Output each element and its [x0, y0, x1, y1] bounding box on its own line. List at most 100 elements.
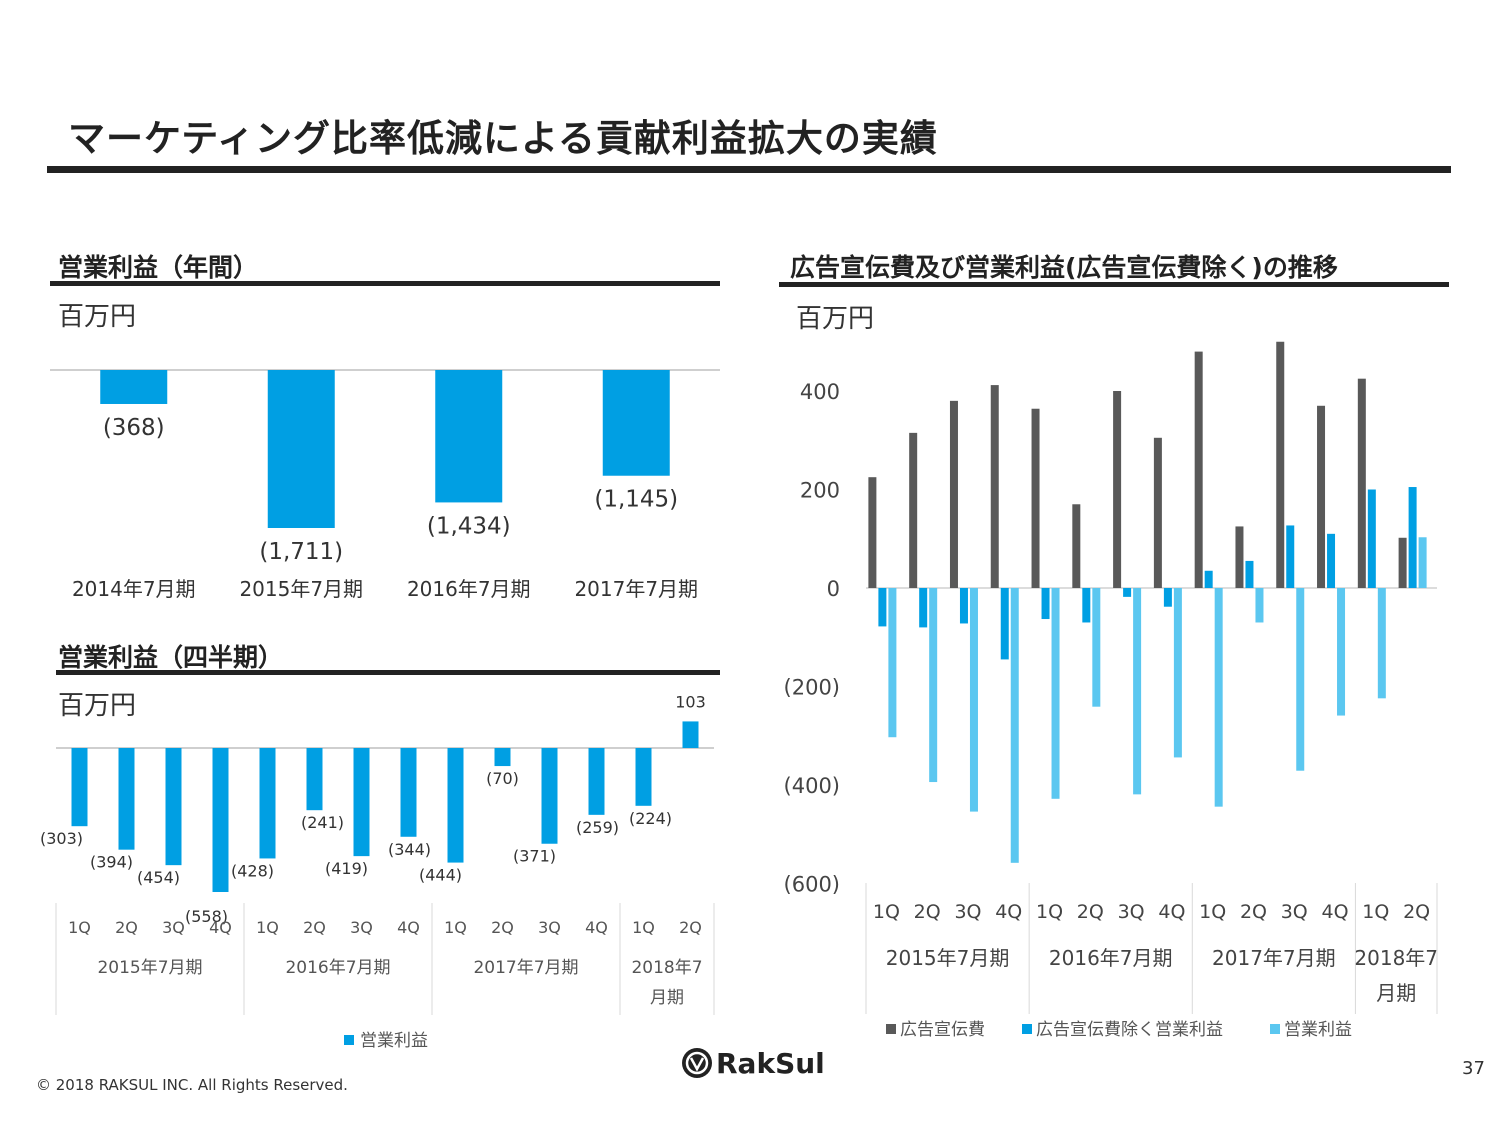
quarterly-quarter-label: 1Q: [256, 918, 279, 937]
quarterly-quarter-label: 2Q: [491, 918, 514, 937]
ad-bar: [1418, 537, 1427, 588]
ad-quarter-label: 1Q: [1362, 901, 1389, 923]
ad-legend-swatch: [1022, 1024, 1032, 1034]
ad-y-tick-label: 400: [800, 380, 840, 404]
annual-category-label: 2017年7月期: [574, 577, 698, 601]
annual-category-label: 2014年7月期: [72, 577, 196, 601]
annual-bar: [602, 370, 670, 476]
annual-chart-title: 営業利益（年間）: [58, 253, 259, 282]
ad-legend-label: 営業利益: [1284, 1020, 1352, 1040]
quarterly-bar: [400, 748, 417, 837]
ad-quarter-label: 2Q: [1240, 901, 1267, 923]
ad-bar: [1286, 525, 1295, 588]
ad-bar: [1092, 588, 1101, 707]
quarterly-quarter-label: 3Q: [350, 918, 373, 937]
ad-bar: [1153, 437, 1162, 588]
quarterly-quarter-label: 1Q: [632, 918, 655, 937]
quarterly-quarter-label: 4Q: [397, 918, 420, 937]
ad-y-tick-label: 200: [800, 479, 840, 503]
quarterly-bar: [682, 721, 699, 748]
annual-chart-rule: [50, 281, 720, 286]
quarterly-bar: [118, 748, 135, 850]
annual-chart-unit: 百万円: [58, 302, 137, 332]
quarterly-quarter-label: 4Q: [209, 918, 232, 937]
ad-y-tick-label: (600): [784, 873, 840, 897]
ad-bar: [1051, 588, 1060, 799]
quarterly-data-label: (371): [513, 847, 556, 866]
ad-quarter-label: 3Q: [1118, 901, 1145, 923]
quarterly-bar: [353, 748, 370, 857]
ad-quarter-label: 4Q: [995, 901, 1022, 923]
annual-bar: [435, 370, 503, 503]
quarterly-data-label: (558): [185, 907, 228, 926]
ad-chart-rule: [779, 282, 1449, 287]
quarterly-data-label: (454): [137, 868, 180, 887]
ad-bar: [1204, 570, 1213, 588]
ad-quarter-label: 1Q: [1036, 901, 1063, 923]
ad-group-label: 2015年7月期: [886, 946, 1010, 970]
quarterly-data-label: (344): [388, 840, 431, 859]
ad-quarter-label: 1Q: [873, 901, 900, 923]
quarterly-quarter-label: 2Q: [115, 918, 138, 937]
ad-bar: [1235, 526, 1244, 588]
ad-bar: [949, 400, 958, 588]
quarterly-quarter-label: 3Q: [538, 918, 561, 937]
quarterly-bar: [494, 748, 511, 767]
ad-bar: [909, 432, 918, 588]
quarterly-group-label: 2015年7月期: [97, 958, 202, 978]
ad-quarter-label: 1Q: [1199, 901, 1226, 923]
ad-chart-title: 広告宣伝費及び営業利益(広告宣伝費除く)の推移: [790, 253, 1338, 282]
ad-bar: [1194, 351, 1203, 588]
ad-bar: [929, 588, 938, 783]
ad-bar: [888, 588, 897, 738]
quarterly-bar: [447, 748, 464, 863]
quarterly-data-label: (419): [325, 859, 368, 878]
ad-bar: [1000, 588, 1009, 660]
quarterly-data-label: 103: [675, 692, 706, 711]
quarterly-bar: [259, 748, 276, 859]
ad-bar: [1276, 341, 1285, 588]
title-rule: [47, 166, 1451, 173]
ad-bar: [1377, 588, 1386, 699]
quarterly-data-label: (394): [90, 853, 133, 872]
ad-y-tick-label: (400): [784, 774, 840, 798]
quarterly-quarter-label: 1Q: [68, 918, 91, 937]
ad-legend-label: 広告宣伝費除く営業利益: [1036, 1020, 1223, 1040]
ad-group-label: 2017年7月期: [1212, 946, 1336, 970]
ad-bar: [1082, 588, 1091, 623]
quarterly-chart-unit: 百万円: [58, 691, 137, 721]
ad-bar: [1327, 533, 1336, 588]
annual-data-label: (1,434): [427, 513, 511, 539]
ad-bar: [1123, 588, 1132, 597]
annual-bar: [267, 370, 335, 528]
quarterly-bar: [165, 748, 182, 866]
quarterly-chart-rule: [56, 670, 720, 675]
quarterly-bar: [212, 748, 229, 892]
quarterly-quarter-label: 2Q: [303, 918, 326, 937]
ad-bar: [1010, 588, 1019, 863]
ad-bar: [1072, 504, 1081, 588]
ad-group-label: 2018年7 月期: [1354, 946, 1438, 1005]
ad-bar: [1317, 405, 1326, 588]
quarterly-data-label: (241): [301, 813, 344, 832]
raksul-logo-text: RakSul: [716, 1047, 825, 1080]
ad-bar: [1357, 378, 1366, 588]
ad-bar: [1398, 537, 1407, 588]
ad-bar: [1113, 391, 1122, 588]
ad-bar: [1408, 487, 1417, 588]
ad-quarter-label: 4Q: [1158, 901, 1185, 923]
quarterly-data-label: (224): [629, 809, 672, 828]
raksul-logo: RakSul: [680, 1045, 825, 1081]
ad-group-label: 2016年7月期: [1049, 946, 1173, 970]
ad-bar: [1214, 588, 1223, 807]
annual-category-label: 2016年7月期: [407, 577, 531, 601]
quarterly-group-label: 2017年7月期: [473, 958, 578, 978]
page-number: 37: [1462, 1058, 1485, 1079]
quarterly-bar: [635, 748, 652, 806]
quarterly-data-label: (428): [231, 861, 274, 880]
ad-quarter-label: 3Q: [954, 901, 981, 923]
copyright-text: © 2018 RAKSUL INC. All Rights Reserved.: [36, 1076, 348, 1094]
quarterly-data-label: (259): [576, 818, 619, 837]
quarterly-bar: [306, 748, 323, 811]
